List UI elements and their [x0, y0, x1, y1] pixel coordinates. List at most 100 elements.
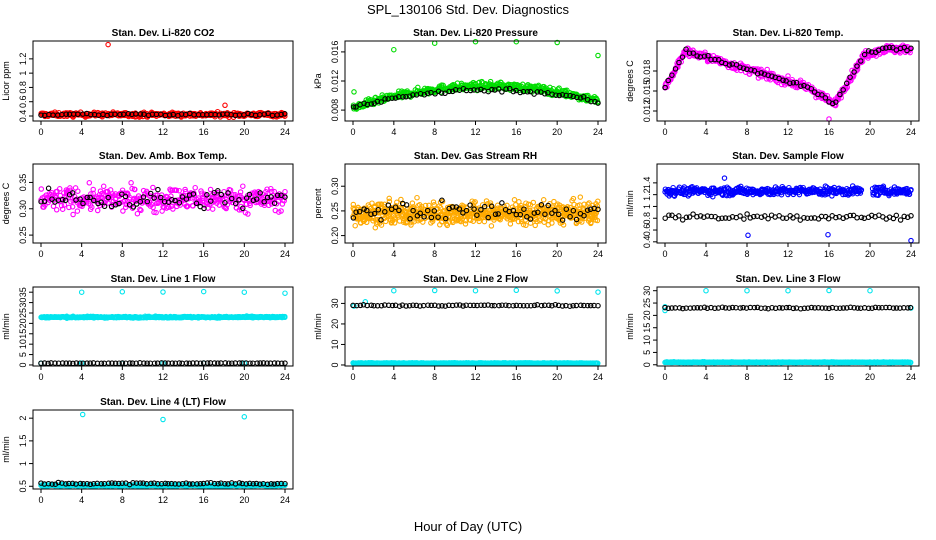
x-tick-label: 4	[703, 127, 708, 137]
data-point	[120, 198, 127, 205]
data-point	[245, 211, 251, 217]
data-point	[77, 196, 83, 202]
y-axis-label: ml/min	[625, 190, 635, 217]
data-point	[281, 198, 287, 204]
data-point	[780, 77, 786, 84]
data-point	[236, 197, 242, 203]
x-tick-label: 4	[79, 372, 84, 382]
data-point	[250, 197, 257, 204]
data-point	[180, 195, 187, 201]
data-point	[875, 47, 882, 54]
data-point	[140, 194, 147, 200]
data-point	[424, 90, 431, 97]
data-point	[150, 204, 156, 211]
data-point	[867, 287, 873, 294]
data-point	[361, 100, 367, 107]
data-point	[173, 187, 180, 194]
data-point	[765, 215, 771, 222]
data-point	[200, 288, 207, 295]
data-point	[403, 94, 409, 100]
plot-frame	[656, 163, 920, 244]
data-point	[495, 86, 502, 92]
x-tick-label: 0	[350, 127, 355, 137]
x-tick-label: 24	[906, 127, 916, 137]
data-point	[822, 95, 829, 101]
data-points	[662, 175, 914, 244]
data-point	[507, 221, 514, 227]
data-point	[168, 193, 174, 199]
data-point	[382, 96, 388, 102]
data-point	[754, 70, 761, 77]
y-tick-label: 30	[18, 298, 28, 308]
x-tick-label: 12	[783, 372, 793, 382]
data-point	[442, 90, 448, 97]
x-tick-label: 12	[470, 372, 480, 382]
data-point	[748, 67, 754, 73]
data-point	[741, 216, 747, 222]
y-axis-label: Licor ppm	[1, 61, 11, 101]
data-point	[282, 194, 288, 200]
x-tick-label: 4	[79, 127, 84, 137]
data-point	[811, 87, 818, 93]
series-hourly	[38, 360, 288, 367]
data-point	[665, 77, 671, 84]
data-point	[513, 38, 520, 45]
data-point	[503, 86, 509, 92]
data-point	[406, 210, 412, 216]
data-point	[745, 232, 751, 239]
x-tick-label: 20	[865, 372, 875, 382]
data-point	[554, 39, 560, 46]
data-point	[595, 100, 601, 106]
series-all	[38, 288, 288, 367]
data-point	[825, 231, 831, 238]
x-tick-label: 4	[79, 249, 84, 259]
series-hourly	[662, 304, 914, 312]
data-point	[498, 79, 504, 86]
x-tick-label: 24	[906, 249, 916, 259]
data-point	[75, 111, 81, 118]
plot-frame	[656, 286, 920, 367]
data-point	[740, 65, 747, 71]
data-point	[201, 205, 207, 212]
data-point	[865, 48, 872, 54]
data-point	[246, 191, 253, 198]
x-tick-label: 0	[38, 372, 43, 382]
x-tick-label: 0	[662, 127, 667, 137]
data-point	[406, 93, 413, 99]
data-point	[56, 186, 63, 192]
panel-title: Stan. Dev. Amb. Box Temp.	[99, 151, 227, 162]
y-tick-label: 0.35	[18, 174, 28, 192]
data-point	[577, 95, 584, 101]
data-point	[785, 73, 791, 79]
y-tick-label: 0.008	[330, 99, 340, 122]
data-point	[833, 99, 839, 105]
y-tick-label: 0.8	[18, 81, 28, 94]
x-tick-label: 4	[391, 127, 396, 137]
data-point	[499, 89, 505, 95]
x-tick-label: 12	[783, 127, 793, 137]
series-all	[662, 287, 914, 366]
panel-title: Stan. Dev. Line 2 Flow	[423, 274, 528, 285]
data-point	[854, 66, 861, 73]
panel-title: Stan. Dev. Li-820 Temp.	[733, 28, 844, 39]
data-point	[218, 360, 224, 366]
y-tick-label: 25	[18, 308, 28, 318]
data-point	[70, 211, 76, 218]
data-point	[669, 72, 675, 78]
data-point	[534, 89, 541, 95]
x-tick-label: 20	[865, 127, 875, 137]
data-point	[798, 83, 804, 89]
series-hourly	[350, 301, 601, 309]
data-point	[893, 212, 900, 219]
data-point	[282, 111, 288, 117]
x-tick-label: 20	[239, 127, 249, 137]
data-point	[662, 84, 668, 91]
data-point	[676, 59, 682, 66]
data-point	[69, 190, 76, 196]
data-point	[58, 202, 65, 209]
data-point	[179, 360, 185, 367]
y-tick-label: 0	[18, 362, 28, 367]
